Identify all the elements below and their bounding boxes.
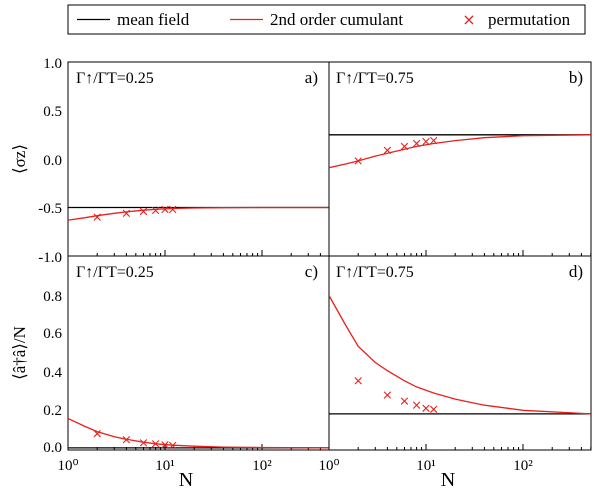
cumulant-line [68,208,330,221]
y-tick-label: 0.0 [43,153,62,169]
panel-a-frame [68,62,329,256]
permutation-point [401,398,408,405]
y-axis-label-bottom: ⟨â†â⟩/N [10,326,29,380]
permutation-point [423,405,430,412]
panel-d-annotation: Γ↑/ΓT=0.75 [336,264,414,281]
y-tick-label: 0.2 [43,403,62,419]
panel-a-label: a) [305,68,318,87]
permutation-point [384,392,391,399]
permutation-point [94,214,101,221]
legend-label-permutation: permutation [488,10,571,29]
y-tick-label: 0.4 [43,365,62,381]
panel-b: Γ↑/ΓT=0.75 b) [329,62,591,256]
x-axis-label-left: N [179,469,193,491]
y-tick-label: 0.6 [43,326,62,342]
legend-label-cumulant: 2nd order cumulant [270,10,403,29]
panel-a: Γ↑/ΓT=0.25 a) [68,62,330,256]
cumulant-line [329,296,591,414]
x-tick-label: 10² [252,458,272,474]
x-tick-label: 10¹ [155,458,175,474]
y-tick-label: -1.0 [38,250,62,266]
y-tick-label: 0.0 [43,440,62,456]
y-axis-label-top: ⟨σz⟩ [10,144,29,174]
permutation-point [430,406,437,413]
legend-swatch-permutation: × [462,10,475,29]
panel-c-label: c) [305,262,318,281]
legend: mean field 2nd order cumulant × permutat… [68,5,585,34]
panel-c: Γ↑/ΓT=0.25 c) [68,256,330,450]
y-tick-label: 0.5 [43,104,62,120]
x-tick-label: 10⁰ [318,458,339,474]
x-axis-label-right: N [441,469,455,491]
panel-d: Γ↑/ΓT=0.75 d) [329,256,591,450]
panel-d-frame [329,256,591,450]
y-ticks-top: 1.0 0.5 0.0 -0.5 -1.0 [38,56,62,266]
x-tick-label: 10¹ [416,458,436,474]
panel-b-frame [329,62,591,256]
legend-label-mean-field: mean field [117,10,190,29]
x-tick-label: 10² [513,458,533,474]
x-ticks: 10⁰ 10¹ 10² 10⁰ 10¹ 10² [57,458,533,474]
y-tick-label: -0.5 [38,201,62,217]
panel-b-ticks [329,250,591,256]
permutation-point [413,402,420,409]
permutation-point [140,208,147,215]
panel-b-label: b) [569,68,583,87]
x-tick-label: 10⁰ [57,458,78,474]
y-ticks-bottom: 0.8 0.6 0.4 0.2 0.0 [43,289,62,456]
cumulant-line [329,135,591,168]
panel-d-ticks [329,444,591,450]
cumulant-line [68,418,330,448]
panel-d-label: d) [569,262,583,281]
panel-c-frame [68,256,329,450]
permutation-point [123,210,130,217]
y-tick-label: 1.0 [43,56,62,72]
panel-c-annotation: Γ↑/ΓT=0.25 [76,264,154,281]
panel-b-annotation: Γ↑/ΓT=0.75 [336,70,414,87]
permutation-point [423,138,430,145]
permutation-point [355,378,362,385]
panel-a-ticks [68,250,320,256]
y-tick-label: 0.8 [43,289,62,305]
panel-a-annotation: Γ↑/ΓT=0.25 [76,70,154,87]
